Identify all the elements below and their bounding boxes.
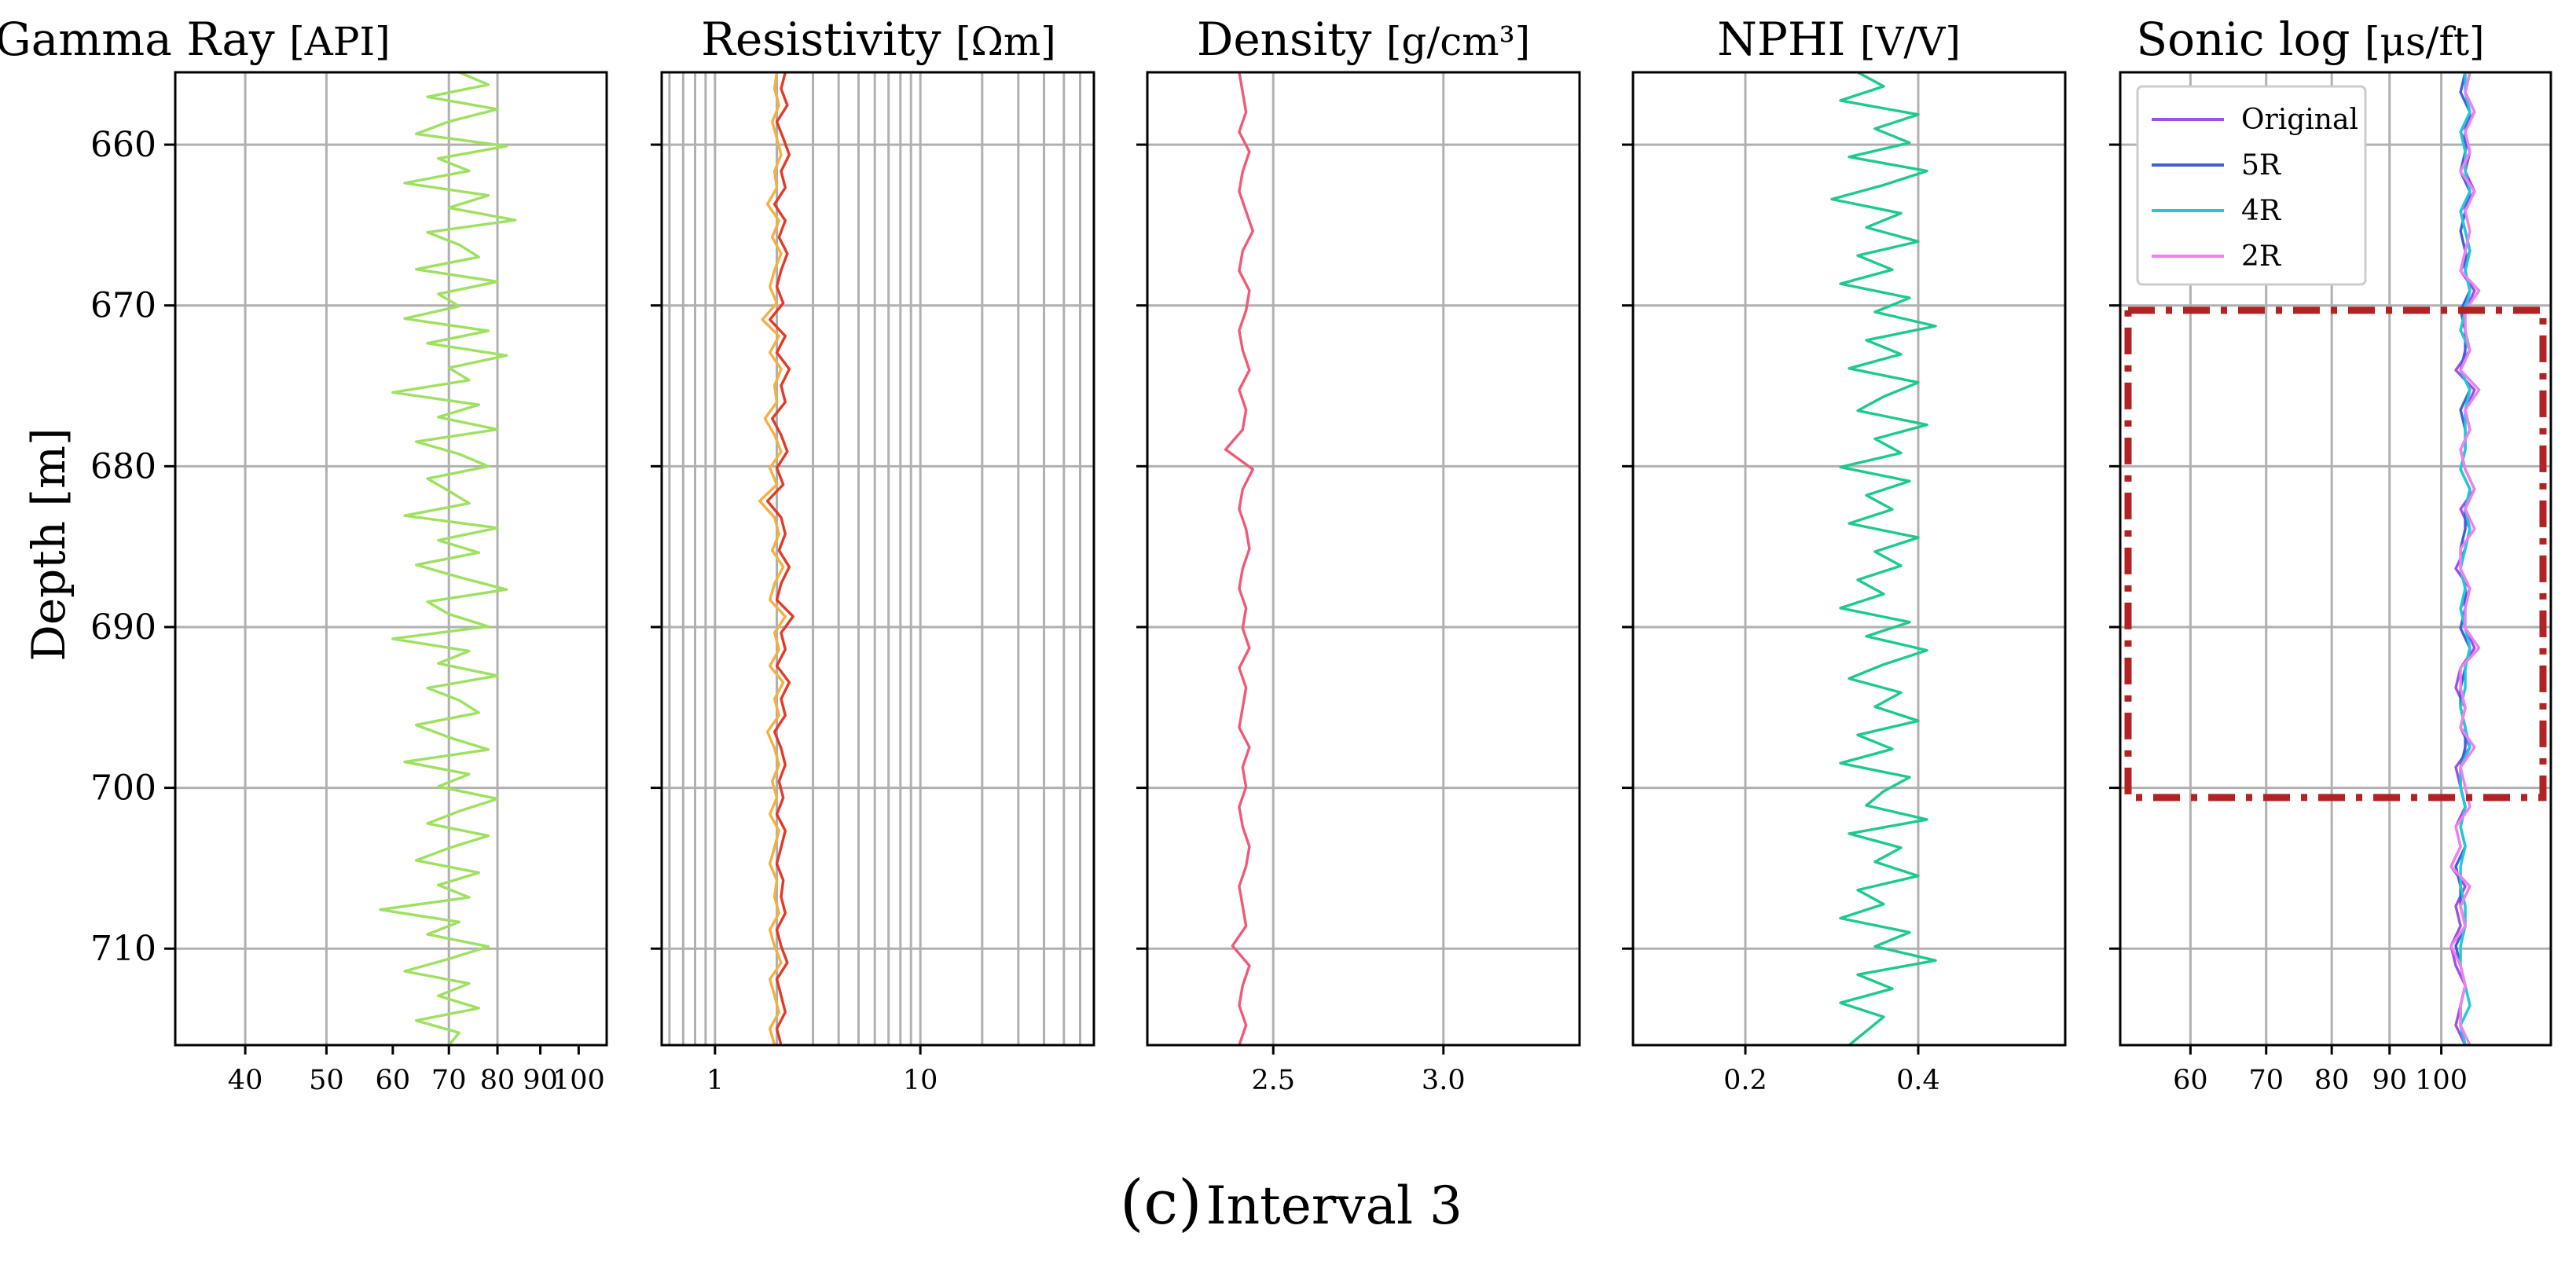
- panel-dens: 2.5 3.0: [1136, 71, 1581, 1096]
- panel-title-gamma: Gamma Ray [API]: [0, 13, 391, 66]
- panel-frame: [174, 71, 608, 1047]
- panel-title-resistivity: Resistivity [Ωm]: [701, 13, 1056, 66]
- legend-frame: [2136, 85, 2367, 286]
- series-line-deep: [765, 72, 794, 1046]
- x-tick-label: 90: [523, 1065, 558, 1096]
- y-tick-label: 660: [90, 125, 156, 165]
- y-tick-label: 710: [90, 929, 156, 969]
- caption-label: (c): [1120, 1168, 1202, 1238]
- x-tick-label: 90: [2372, 1065, 2407, 1096]
- x-tick-label: 0.2: [1723, 1065, 1767, 1096]
- x-tick-label: 50: [309, 1065, 344, 1096]
- panel-res: 1 10: [651, 71, 1095, 1096]
- panel-unit-nphi: [V/V]: [1860, 19, 1961, 64]
- legend-entry: 5R: [2241, 149, 2281, 182]
- panel-frame: [2119, 71, 2552, 1047]
- legend-entry: 4R: [2241, 195, 2281, 227]
- panel-unit-density: [g/cm³]: [1386, 19, 1530, 64]
- series-line-density: [1224, 72, 1254, 1046]
- caption-text: Interval 3: [1206, 1176, 1462, 1236]
- x-tick-label: 1: [706, 1065, 724, 1096]
- series-line-shallow: [758, 72, 787, 1046]
- x-tick-label: 80: [2314, 1065, 2350, 1096]
- panel-nphi: 0.2 0.4: [1622, 71, 2067, 1096]
- legend-entry: 2R: [2241, 240, 2281, 273]
- x-tick-label: 10: [903, 1065, 938, 1096]
- x-tick-label: 3.0: [1422, 1065, 1466, 1096]
- x-tick-label: 2.5: [1251, 1065, 1295, 1096]
- x-tick-label: 70: [431, 1065, 467, 1096]
- y-tick-label: 700: [90, 769, 156, 809]
- y-tick-label: 670: [90, 286, 156, 326]
- x-tick-label: 60: [2173, 1065, 2208, 1096]
- panel-frame: [1631, 71, 2067, 1047]
- y-axis-label: Depth [m]: [22, 427, 75, 661]
- series-line-4r: [2459, 72, 2471, 1046]
- x-tick-label: 100: [552, 1065, 605, 1096]
- panel-title-nphi: NPHI [V/V]: [1717, 13, 1961, 66]
- series-line-gamma-ray: [379, 71, 517, 1047]
- panel-title-density: Density [g/cm³]: [1197, 13, 1530, 66]
- panel-unit-gamma: [API]: [289, 19, 391, 64]
- x-tick-label: 70: [2248, 1065, 2284, 1096]
- panel-sonic: 60 70 80 90 100 Original 5R 4R 2R: [2109, 71, 2552, 1096]
- panel-frame: [660, 71, 1095, 1047]
- panel-unit-resistivity: [Ωm]: [956, 19, 1056, 64]
- panel-frame: [1146, 71, 1581, 1047]
- x-tick-label: 40: [228, 1065, 263, 1096]
- y-tick-label: 680: [90, 446, 156, 486]
- series-line-2r: [2449, 72, 2481, 1046]
- x-tick-label: 0.4: [1896, 1065, 1940, 1096]
- highlight-box: [2124, 306, 2547, 802]
- y-tick-label: 690: [90, 607, 156, 648]
- panel-unit-sonic: [μs/ft]: [2365, 19, 2485, 64]
- x-tick-label: 100: [2415, 1065, 2468, 1096]
- legend-entry: Original: [2241, 104, 2358, 136]
- series-line-nphi: [1830, 71, 1937, 1047]
- x-tick-label: 60: [376, 1065, 411, 1096]
- panel-title-sonic: Sonic log [μs/ft]: [2136, 13, 2484, 66]
- figure-caption: (c) Interval 3: [1120, 1168, 1462, 1238]
- x-tick-label: 80: [480, 1065, 516, 1096]
